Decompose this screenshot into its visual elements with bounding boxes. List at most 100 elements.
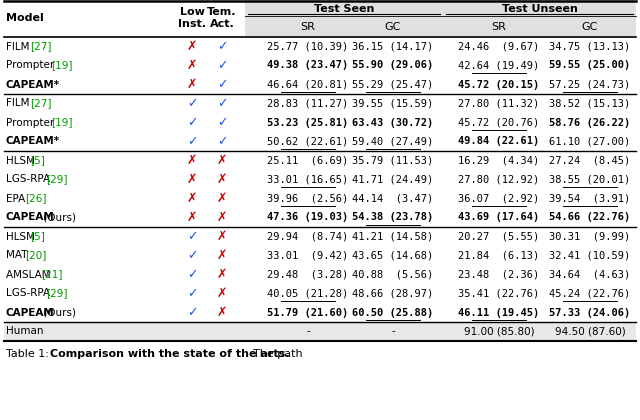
Text: 39.96  (2.56): 39.96 (2.56) xyxy=(268,194,349,204)
Text: EPA: EPA xyxy=(6,194,29,204)
Text: ✗: ✗ xyxy=(217,306,227,319)
Text: Act.: Act. xyxy=(210,19,234,29)
Text: SR: SR xyxy=(301,22,316,32)
Text: Table 1:: Table 1: xyxy=(6,349,52,359)
Text: Test Unseen: Test Unseen xyxy=(502,4,577,14)
Text: 29.48  (3.28): 29.48 (3.28) xyxy=(268,270,349,279)
Text: (Ours): (Ours) xyxy=(40,307,76,318)
Text: 35.41 (22.76): 35.41 (22.76) xyxy=(458,289,540,299)
Text: The path: The path xyxy=(246,349,303,359)
Text: 48.66 (28.97): 48.66 (28.97) xyxy=(353,289,434,299)
Text: CAPEAM: CAPEAM xyxy=(6,213,55,223)
Text: 53.23 (25.81): 53.23 (25.81) xyxy=(268,118,349,128)
Text: Inst.: Inst. xyxy=(178,19,206,29)
Text: HLSM: HLSM xyxy=(6,155,38,165)
Text: [21]: [21] xyxy=(41,270,62,279)
Text: 59.55 (25.00): 59.55 (25.00) xyxy=(549,60,630,71)
Text: ✓: ✓ xyxy=(187,268,197,281)
Text: ✗: ✗ xyxy=(217,249,227,262)
Text: Test Seen: Test Seen xyxy=(314,4,374,14)
Text: ✓: ✓ xyxy=(217,59,227,72)
Text: [19]: [19] xyxy=(51,60,73,71)
Text: 23.48  (2.36): 23.48 (2.36) xyxy=(458,270,540,279)
Text: FILM: FILM xyxy=(6,99,33,108)
Text: ✓: ✓ xyxy=(187,97,197,110)
Text: Low: Low xyxy=(180,7,204,17)
Text: Model: Model xyxy=(6,13,44,23)
Text: ✓: ✓ xyxy=(217,97,227,110)
Text: 30.31  (9.99): 30.31 (9.99) xyxy=(549,231,630,241)
Text: 46.11 (19.45): 46.11 (19.45) xyxy=(458,307,540,318)
Text: 27.24  (8.45): 27.24 (8.45) xyxy=(549,155,630,165)
Text: [5]: [5] xyxy=(30,155,45,165)
Text: GC: GC xyxy=(582,22,598,32)
Text: Prompter: Prompter xyxy=(6,118,58,128)
Text: 50.62 (22.61): 50.62 (22.61) xyxy=(268,136,349,147)
Text: 60.50 (25.88): 60.50 (25.88) xyxy=(353,307,434,318)
Text: 47.36 (19.03): 47.36 (19.03) xyxy=(268,213,349,223)
Text: 39.55 (15.59): 39.55 (15.59) xyxy=(353,99,434,108)
Text: 41.71 (24.49): 41.71 (24.49) xyxy=(353,174,434,184)
Text: ✗: ✗ xyxy=(217,230,227,243)
Text: Comparison with the state of the arts.: Comparison with the state of the arts. xyxy=(50,349,289,359)
Text: ✓: ✓ xyxy=(217,116,227,129)
Text: -: - xyxy=(306,326,310,336)
Text: ✗: ✗ xyxy=(187,40,197,53)
Text: MAT: MAT xyxy=(6,250,31,260)
Text: 43.69 (17.64): 43.69 (17.64) xyxy=(458,213,540,223)
Text: 33.01  (9.42): 33.01 (9.42) xyxy=(268,250,349,260)
Text: ✓: ✓ xyxy=(187,287,197,300)
Text: [29]: [29] xyxy=(46,289,68,299)
Text: ✗: ✗ xyxy=(217,173,227,186)
Text: CAPEAM: CAPEAM xyxy=(6,307,55,318)
Text: Prompter: Prompter xyxy=(6,60,58,71)
Text: 20.27  (5.55): 20.27 (5.55) xyxy=(458,231,540,241)
Text: 63.43 (30.72): 63.43 (30.72) xyxy=(353,118,434,128)
Text: 27.80 (12.92): 27.80 (12.92) xyxy=(458,174,540,184)
Text: ✓: ✓ xyxy=(217,40,227,53)
Text: 39.54  (3.91): 39.54 (3.91) xyxy=(549,194,630,204)
Text: 59.40 (27.49): 59.40 (27.49) xyxy=(353,136,434,147)
Text: ✗: ✗ xyxy=(217,211,227,224)
Text: 49.84 (22.61): 49.84 (22.61) xyxy=(458,136,540,147)
Text: (Ours): (Ours) xyxy=(40,213,76,223)
Text: [27]: [27] xyxy=(30,42,52,52)
Text: 61.10 (27.00): 61.10 (27.00) xyxy=(549,136,630,147)
Text: 45.72 (20.15): 45.72 (20.15) xyxy=(458,79,540,89)
Text: ✓: ✓ xyxy=(187,249,197,262)
Text: 54.38 (23.78): 54.38 (23.78) xyxy=(353,213,434,223)
Text: [20]: [20] xyxy=(25,250,46,260)
Text: ✓: ✓ xyxy=(187,230,197,243)
Text: ✗: ✗ xyxy=(187,78,197,91)
Text: [29]: [29] xyxy=(46,174,68,184)
Text: 24.46  (9.67): 24.46 (9.67) xyxy=(458,42,540,52)
Text: Tem.: Tem. xyxy=(207,7,237,17)
Text: 32.41 (10.59): 32.41 (10.59) xyxy=(549,250,630,260)
Text: 38.52 (15.13): 38.52 (15.13) xyxy=(549,99,630,108)
Text: 33.01 (16.65): 33.01 (16.65) xyxy=(268,174,349,184)
Text: CAPEAM*: CAPEAM* xyxy=(6,136,60,147)
Text: FILM: FILM xyxy=(6,42,33,52)
Text: ✓: ✓ xyxy=(187,306,197,319)
Text: ✓: ✓ xyxy=(217,78,227,91)
Text: 40.05 (21.28): 40.05 (21.28) xyxy=(268,289,349,299)
Text: 94.50 (87.60): 94.50 (87.60) xyxy=(555,326,625,336)
Text: 38.55 (20.01): 38.55 (20.01) xyxy=(549,174,630,184)
Text: 57.33 (24.06): 57.33 (24.06) xyxy=(549,307,630,318)
Text: 40.88  (5.56): 40.88 (5.56) xyxy=(353,270,434,279)
Text: 45.24 (22.76): 45.24 (22.76) xyxy=(549,289,630,299)
Text: 34.64  (4.63): 34.64 (4.63) xyxy=(549,270,630,279)
Bar xyxy=(4,322,636,341)
Text: 25.77 (10.39): 25.77 (10.39) xyxy=(268,42,349,52)
Text: ✗: ✗ xyxy=(217,192,227,205)
Text: 36.15 (14.17): 36.15 (14.17) xyxy=(353,42,434,52)
Text: 34.75 (13.13): 34.75 (13.13) xyxy=(549,42,630,52)
Text: LGS-RPA: LGS-RPA xyxy=(6,289,53,299)
Text: ✗: ✗ xyxy=(187,154,197,167)
Text: Human: Human xyxy=(6,326,44,336)
Text: [19]: [19] xyxy=(51,118,73,128)
Text: 51.79 (21.60): 51.79 (21.60) xyxy=(268,307,349,318)
Text: 44.14  (3.47): 44.14 (3.47) xyxy=(353,194,434,204)
Text: 45.72 (20.76): 45.72 (20.76) xyxy=(458,118,540,128)
Text: 49.38 (23.47): 49.38 (23.47) xyxy=(268,60,349,71)
